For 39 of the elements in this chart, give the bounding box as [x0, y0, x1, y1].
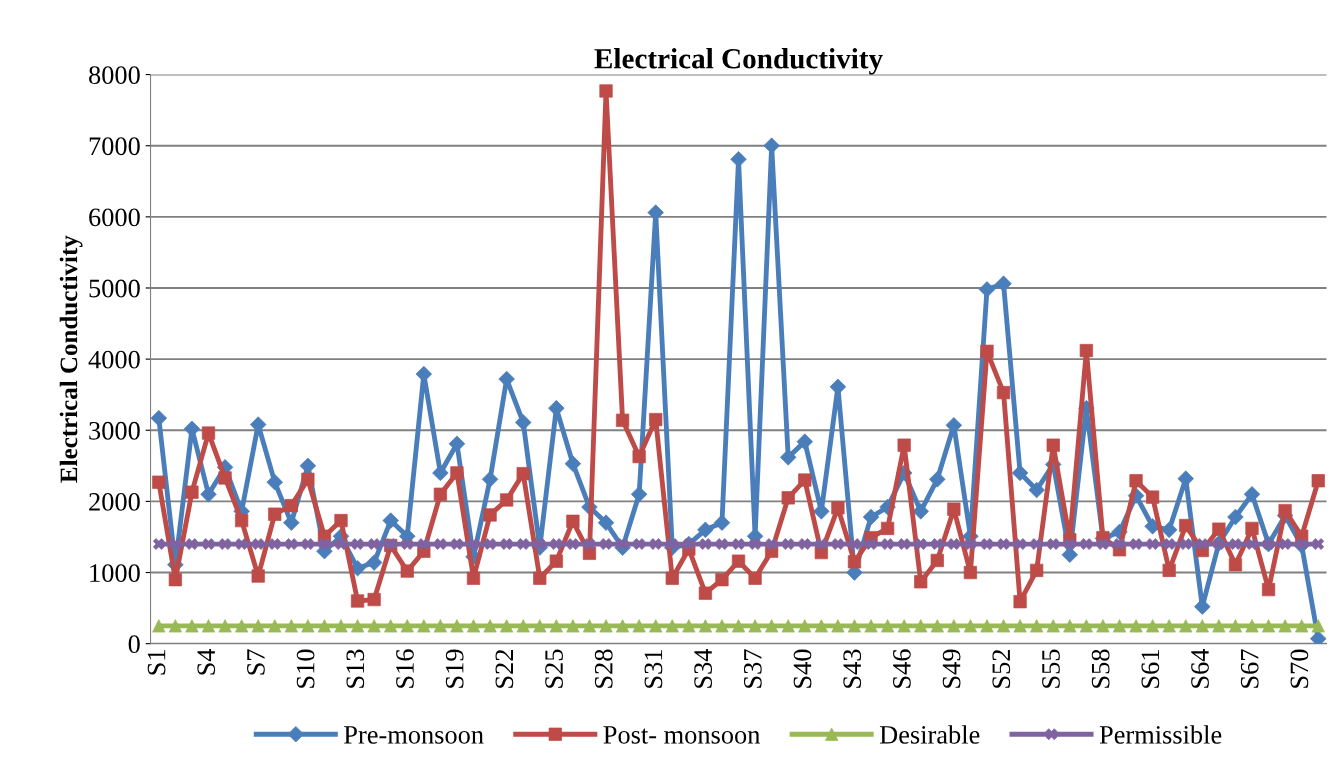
y-tick-label: 0 [128, 635, 140, 654]
x-tick-label: S34 [694, 648, 713, 688]
legend-label: Permissible [1099, 725, 1222, 744]
x-tick-label: S40 [793, 649, 812, 688]
x-tick-label: S16 [396, 649, 414, 688]
chart-title: Electrical Conductivity [594, 48, 883, 75]
x-tick-label: S22 [495, 649, 514, 688]
x-tick-label: S28 [594, 649, 613, 688]
x-tick-label: S7 [247, 649, 265, 675]
x-tick-label: S13 [346, 649, 365, 688]
y-tick-label: 7000 [89, 137, 140, 156]
legend-label: Desirable [879, 725, 980, 744]
x-tick-label: S55 [1042, 649, 1060, 688]
x-tick-label: S67 [1240, 649, 1259, 688]
y-tick-label: 6000 [89, 208, 140, 227]
legend-label: Pre-monsoon [344, 726, 484, 744]
y-tick-label: 4000 [88, 350, 140, 369]
x-tick-label: S46 [893, 649, 911, 688]
y-tick-label: 3000 [89, 421, 140, 440]
x-tick-label: S25 [545, 649, 563, 688]
x-tick-label: S43 [843, 649, 862, 688]
x-tick-label: S64 [1191, 648, 1209, 688]
y-tick-label: 8000 [89, 66, 140, 85]
x-tick-label: S1 [147, 650, 166, 675]
x-tick-label: S37 [743, 649, 762, 688]
x-tick-label: S19 [445, 649, 464, 688]
y-tick-label: 2000 [89, 493, 140, 511]
x-tick-label: S31 [644, 650, 663, 688]
x-tick-label: S10 [296, 649, 315, 688]
x-tick-label: S49 [942, 649, 961, 688]
x-tick-label: S58 [1091, 649, 1110, 688]
legend-label: Post- monsoon [603, 726, 761, 744]
y-axis-title: Electrical Conductivity [59, 235, 83, 483]
x-tick-label: S52 [992, 649, 1011, 688]
y-tick-label: 1000 [90, 564, 140, 582]
x-tick-label: S4 [197, 648, 216, 675]
x-tick-label: S70 [1290, 649, 1309, 688]
y-tick-label: 5000 [89, 279, 140, 298]
x-tick-label: S61 [1141, 650, 1160, 688]
